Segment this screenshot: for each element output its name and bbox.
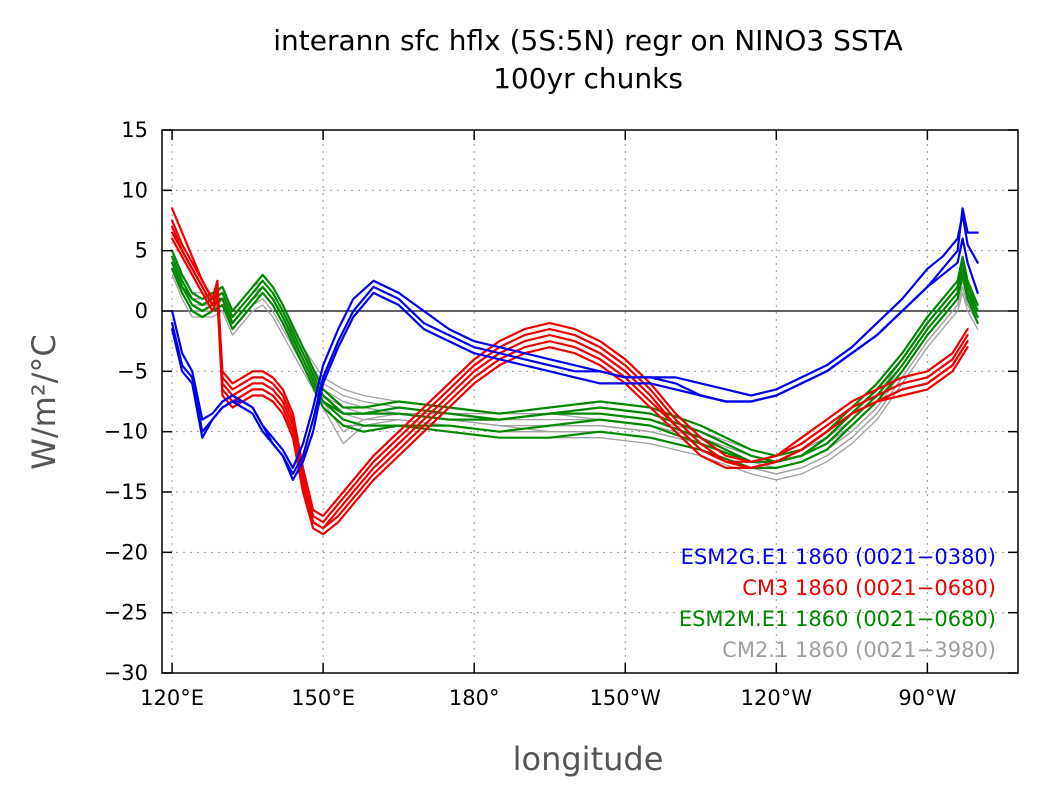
y-tick-label: 15 [121, 118, 148, 142]
series-line [171, 225, 969, 530]
series-layer [171, 207, 979, 536]
x-tick-label: 120°W [741, 686, 813, 710]
x-tick-label: 120°E [140, 686, 204, 710]
y-tick-label: 5 [135, 239, 148, 263]
x-axis-label: longitude [513, 740, 664, 778]
y-axis-label: W/m²/°C [25, 334, 63, 470]
series-line [171, 237, 969, 536]
y-tick-label: −25 [104, 601, 148, 625]
y-tick-label: −20 [104, 540, 148, 564]
legend-entry: CM3 1860 (0021−0680) [742, 576, 996, 600]
series-line [171, 207, 969, 518]
series-line [171, 267, 979, 463]
series-group [171, 249, 979, 469]
series-group [171, 207, 979, 481]
legend-entry: ESM2M.E1 1860 (0021−0680) [679, 607, 996, 631]
series-group [171, 207, 969, 536]
series-line [171, 231, 969, 530]
y-tick-label: −15 [104, 480, 148, 504]
plot-frame [161, 129, 1019, 674]
legend-entry: ESM2G.E1 1860 (0021−0380) [681, 545, 996, 569]
x-tick-label: 150°E [291, 686, 355, 710]
axis-ticks: 120°E 150°E 180° 150°W 120°W 90°W −30 −25 −20 −15… [104, 118, 1018, 710]
y-tick-label: −5 [117, 359, 148, 383]
y-tick-label: 0 [135, 299, 148, 323]
series-line [171, 219, 969, 524]
y-tick-label: −30 [104, 661, 148, 685]
legend-entry: CM2.1 1860 (0021−3980) [722, 638, 996, 662]
series-line [171, 261, 979, 463]
x-tick-label: 90°W [898, 686, 956, 710]
chart-subtitle: 100yr chunks [493, 62, 683, 95]
legend: ESM2G.E1 1860 (0021−0380) CM3 1860 (0021−… [679, 545, 996, 662]
y-tick-label: −10 [104, 420, 148, 444]
y-tick-label: 10 [121, 178, 148, 202]
chart-title: interann sfc hflx (5S:5N) regr on NINO3 … [273, 24, 903, 57]
x-tick-label: 180° [449, 686, 500, 710]
series-line [171, 237, 979, 481]
x-tick-label: 150°W [590, 686, 662, 710]
series-line [171, 249, 979, 457]
